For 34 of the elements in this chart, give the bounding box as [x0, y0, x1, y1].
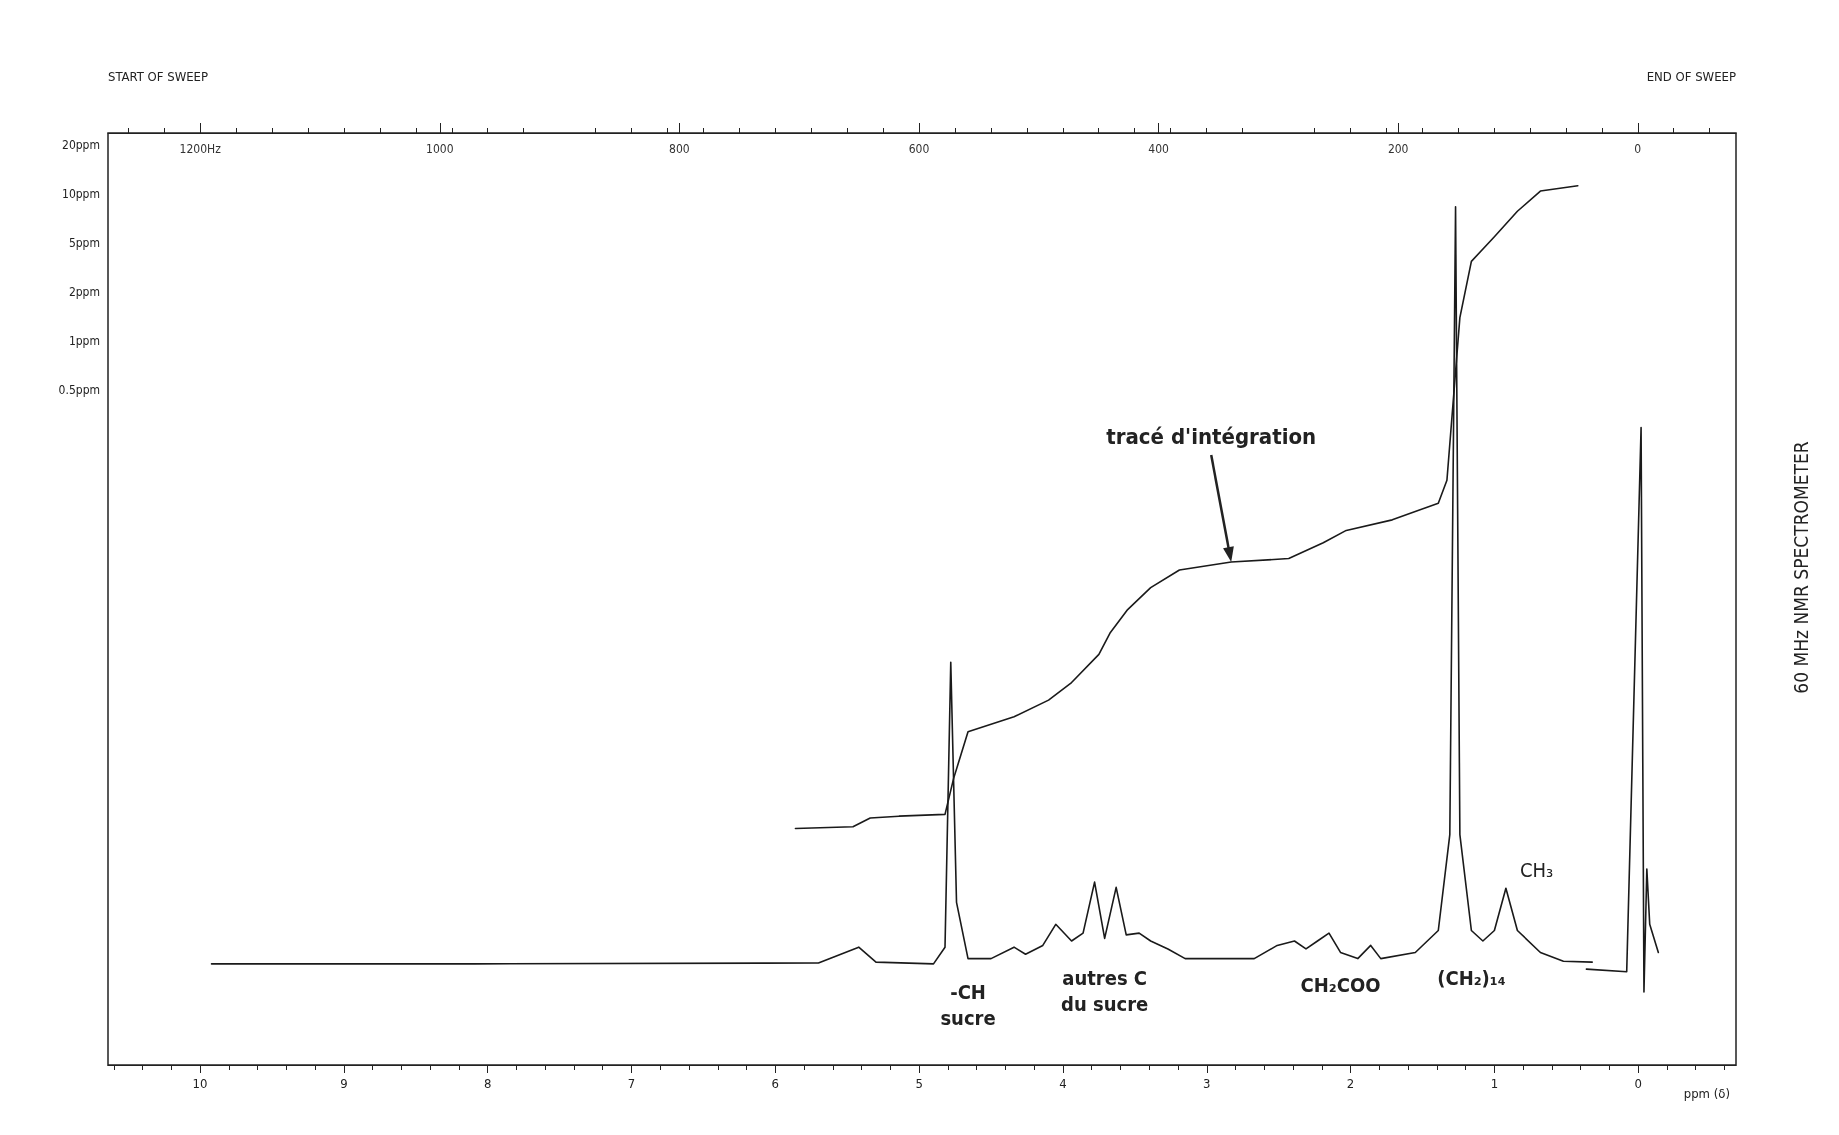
text: 0.5ppm [58, 383, 100, 397]
annotation: tracé d'intégration [1106, 423, 1317, 449]
x2-tick-label: 200 [1387, 142, 1409, 156]
x2-tick-label: 600 [908, 142, 930, 156]
x-tick-label: 10 [192, 1076, 208, 1091]
text: 10ppm [62, 187, 100, 201]
x-tick-label: 6 [771, 1076, 780, 1091]
x-tick-label: 9 [340, 1076, 348, 1091]
text: START OF SWEEP [108, 69, 209, 84]
annotation: -CH sucre [940, 979, 996, 1030]
annotation: (CH₂)₁₄ [1437, 966, 1506, 991]
x-tick-label: 2 [1346, 1076, 1355, 1091]
text: 60 MHz NMR SPECTROMETER [1790, 441, 1812, 694]
x-tick-label: 5 [915, 1076, 923, 1091]
text: 2ppm [68, 285, 100, 299]
x-tick-label: 4 [1059, 1076, 1067, 1091]
annotation: CH₂COO [1300, 973, 1381, 998]
x-tick-label: 3 [1203, 1076, 1211, 1091]
annotation: CH₃ [1519, 858, 1554, 883]
x2-tick-label: 800 [669, 142, 690, 156]
text: END OF SWEEP [1646, 69, 1736, 84]
text: 1ppm [68, 334, 100, 348]
x-tick-label: 8 [483, 1076, 492, 1091]
x-tick-label: 1 [1490, 1076, 1499, 1091]
x2-tick-label: 0 [1634, 142, 1642, 156]
x2-tick-label: 1200Hz [179, 142, 222, 156]
x-tick-label: 0 [1634, 1076, 1642, 1091]
text: 20ppm [62, 138, 100, 152]
annotation: autres C du sucre [1061, 966, 1149, 1017]
x-axis-title: ppm (δ) [1683, 1086, 1730, 1101]
x-tick-label: 7 [627, 1076, 636, 1091]
x2-tick-label: 400 [1148, 142, 1170, 156]
x2-tick-label: 1000 [426, 142, 454, 156]
text: 5ppm [68, 236, 100, 250]
